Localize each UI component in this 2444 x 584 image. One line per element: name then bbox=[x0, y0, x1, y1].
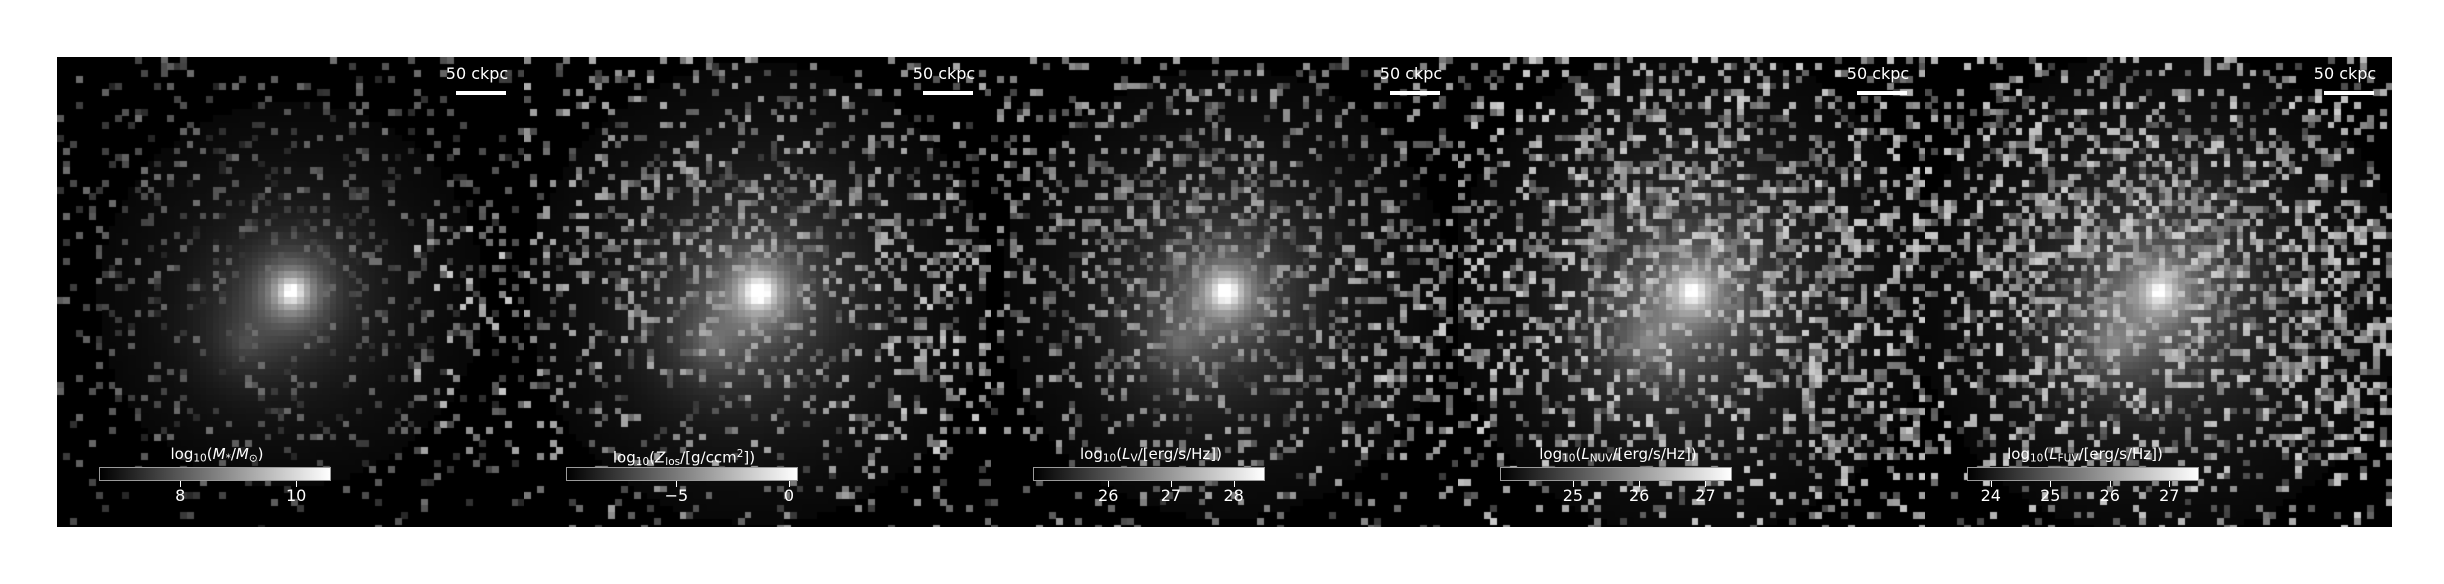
colorbar-tick bbox=[2050, 481, 2052, 487]
colorbar bbox=[99, 467, 331, 481]
colorbar-tick-label: 28 bbox=[1223, 486, 1244, 505]
colorbar-tick bbox=[180, 481, 182, 487]
colorbar-tick bbox=[1990, 481, 1992, 487]
panel-metal-mass: 50 ckpc log10(Zlos/[g/ccm2]) −5 0 bbox=[524, 57, 991, 527]
colorbar-tick bbox=[788, 481, 790, 487]
galaxy-map-stellar-mass bbox=[57, 57, 524, 527]
colorbar-tick bbox=[2169, 481, 2171, 487]
colorbar-tick-label: 26 bbox=[1098, 486, 1119, 505]
colorbar-tick-label: 10 bbox=[286, 486, 307, 505]
colorbar-tick bbox=[1639, 481, 1641, 487]
colorbar bbox=[1500, 467, 1732, 481]
colorbar bbox=[566, 467, 798, 481]
colorbar-title: log10(LNUV/[erg/s/Hz]) bbox=[1539, 445, 1697, 465]
colorbar-tick bbox=[1705, 481, 1707, 487]
colorbar-tick bbox=[1170, 481, 1172, 487]
colorbar-title: log10(LFUV/[erg/s/Hz]) bbox=[2007, 445, 2163, 465]
panel-lum-nuv: 50 ckpc log10(LNUV/[erg/s/Hz]) 25 26 27 bbox=[1458, 57, 1925, 527]
scalebar-label: 50 ckpc bbox=[2313, 64, 2377, 83]
colorbar-tick bbox=[2109, 481, 2111, 487]
scalebar-label: 50 ckpc bbox=[912, 64, 976, 83]
colorbar-tick-label: 0 bbox=[783, 486, 795, 505]
colorbar-title: log10(M*/M⊙) bbox=[170, 445, 264, 465]
colorbar-tick bbox=[1572, 481, 1574, 487]
colorbar-title: log10(Zlos/[g/ccm2]) bbox=[612, 448, 756, 468]
colorbar-tick-label: 25 bbox=[1562, 486, 1584, 505]
galaxy-map-lum-fuv bbox=[1925, 57, 2392, 527]
colorbar-tick-label: 27 bbox=[1695, 486, 1716, 505]
scalebar-label: 50 ckpc bbox=[1379, 64, 1443, 83]
scalebar-line bbox=[923, 91, 973, 95]
scalebar-line bbox=[2324, 91, 2374, 95]
scalebar-line bbox=[1857, 91, 1907, 95]
colorbar-tick bbox=[1108, 481, 1110, 487]
panel-stellar-mass: 50 ckpc log10(M*/M⊙) 8 10 bbox=[57, 57, 524, 527]
colorbar bbox=[1967, 467, 2199, 481]
colorbar-tick-label: 27 bbox=[2159, 486, 2180, 505]
colorbar-tick-label: 26 bbox=[2099, 486, 2120, 505]
panel-lum-fuv: 50 ckpc log10(LFUV/[erg/s/Hz]) 24 25 26 27 bbox=[1925, 57, 2392, 527]
scalebar-label: 50 ckpc bbox=[1846, 64, 1910, 83]
galaxy-map-lum-nuv bbox=[1458, 57, 1925, 527]
colorbar-tick-label: 25 bbox=[2040, 486, 2061, 505]
galaxy-map-lum-v bbox=[991, 57, 1458, 527]
colorbar-tick-label: 27 bbox=[1160, 486, 1182, 505]
scalebar-line bbox=[456, 91, 506, 95]
colorbar-tick-label: 26 bbox=[1629, 486, 1650, 505]
colorbar-title: log10(LV/[erg/s/Hz]) bbox=[1080, 445, 1222, 465]
colorbar-tick bbox=[296, 481, 298, 487]
scalebar-line bbox=[1390, 91, 1440, 95]
colorbar-tick-label: −5 bbox=[664, 486, 689, 505]
colorbar-tick-label: 8 bbox=[175, 486, 186, 505]
image-strip: 50 ckpc log10(M*/M⊙) 8 10 50 ckpc log10(Zlos/… bbox=[57, 57, 2392, 527]
scalebar-label: 50 ckpc bbox=[445, 64, 509, 83]
galaxy-map-metal-mass bbox=[524, 57, 991, 527]
colorbar-tick-label: 24 bbox=[1980, 486, 2001, 505]
panel-lum-v: 50 ckpc log10(LV/[erg/s/Hz]) 26 27 28 bbox=[991, 57, 1458, 527]
colorbar-tick bbox=[1233, 481, 1235, 487]
colorbar bbox=[1033, 467, 1265, 481]
colorbar-tick bbox=[676, 481, 678, 487]
